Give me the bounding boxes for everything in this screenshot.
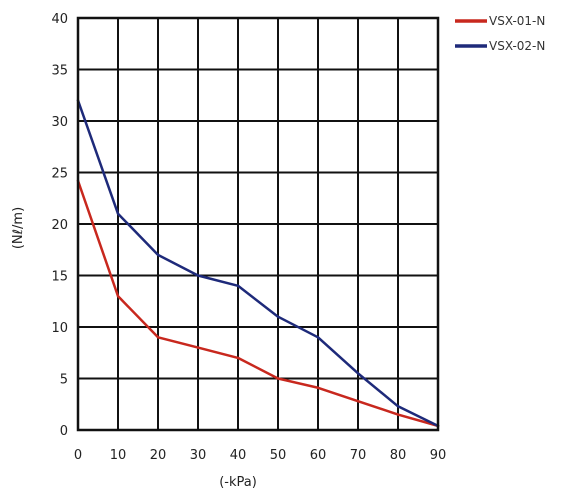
y-axis-label: (Nℓ/m)	[11, 207, 26, 249]
data-point	[196, 346, 200, 349]
x-tick-label: 20	[150, 448, 167, 463]
y-tick-label: 35	[51, 64, 68, 79]
y-tick-label: 40	[51, 12, 68, 27]
plot-frame	[76, 16, 440, 432]
y-tick-label: 5	[60, 373, 68, 388]
data-point	[116, 294, 120, 298]
x-axis-label: (-kPa)	[219, 475, 257, 490]
data-point	[276, 377, 280, 380]
data-point	[156, 253, 160, 257]
x-tick-label: 80	[390, 448, 407, 463]
series-line-1	[76, 179, 440, 428]
x-tick-label: 90	[430, 448, 447, 463]
y-tick-labels: 0 5 10 15 20 25 30 35 40	[51, 12, 68, 439]
x-tick-label: 60	[310, 448, 327, 463]
legend: VSX-01-N VSX-02-N	[455, 14, 545, 53]
data-point	[356, 372, 360, 375]
series-line-2	[76, 99, 440, 428]
data-point	[276, 315, 280, 318]
x-tick-labels: 0 10 20 30 40 50 60 70 80 90	[74, 448, 446, 463]
data-point	[396, 405, 400, 408]
data-point	[236, 356, 240, 360]
y-tick-label: 20	[51, 218, 68, 233]
x-tick-label: 0	[74, 448, 82, 463]
y-tick-label: 25	[51, 167, 68, 182]
legend-label: VSX-01-N	[489, 14, 545, 28]
data-point	[156, 336, 160, 339]
y-tick-label: 10	[51, 321, 68, 336]
y-tick-label: 30	[51, 115, 68, 130]
legend-label: VSX-02-N	[489, 39, 545, 53]
y-tick-label: 15	[51, 270, 68, 285]
data-point	[356, 399, 360, 403]
y-tick-label: 0	[60, 424, 68, 439]
data-point	[116, 212, 120, 215]
x-tick-label: 50	[270, 448, 287, 463]
x-tick-label: 30	[190, 448, 207, 463]
data-point	[316, 386, 320, 389]
data-point	[396, 413, 400, 416]
x-tick-label: 10	[110, 448, 127, 463]
data-point	[196, 274, 200, 277]
x-tick-label: 40	[230, 448, 247, 463]
data-point	[236, 284, 240, 287]
x-tick-label: 70	[350, 448, 367, 463]
data-point	[316, 336, 320, 339]
